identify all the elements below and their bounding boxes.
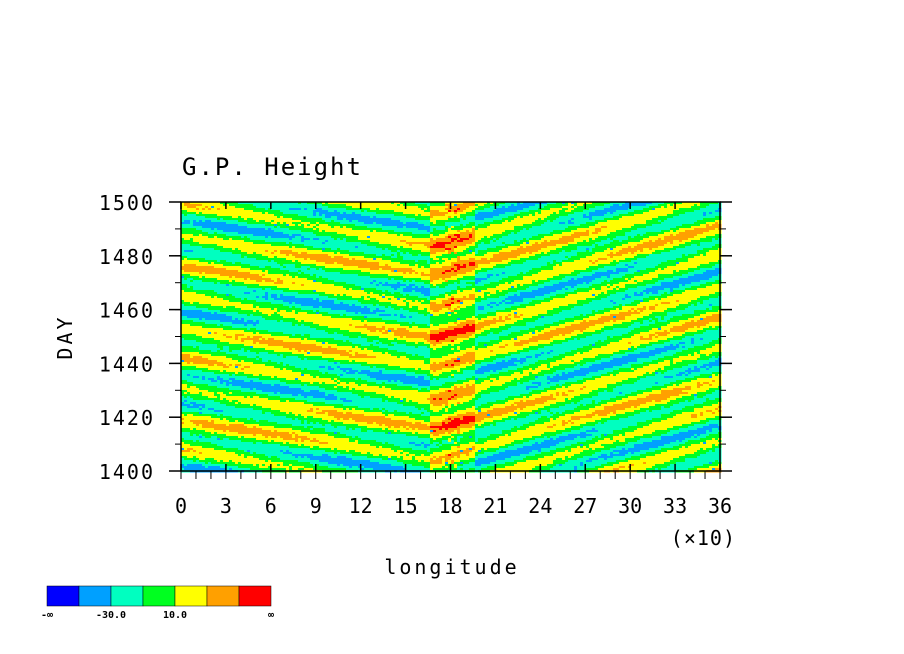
chart-title: G.P. Height (182, 153, 363, 181)
heatmap-field (181, 202, 722, 473)
